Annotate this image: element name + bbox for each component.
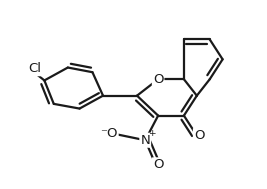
Text: N: N — [140, 134, 150, 147]
Text: O: O — [153, 73, 163, 86]
Text: O: O — [194, 129, 205, 142]
Text: Cl: Cl — [29, 62, 41, 75]
Text: O: O — [153, 158, 163, 171]
Text: ⁻O: ⁻O — [100, 127, 118, 140]
Text: +: + — [148, 129, 156, 138]
